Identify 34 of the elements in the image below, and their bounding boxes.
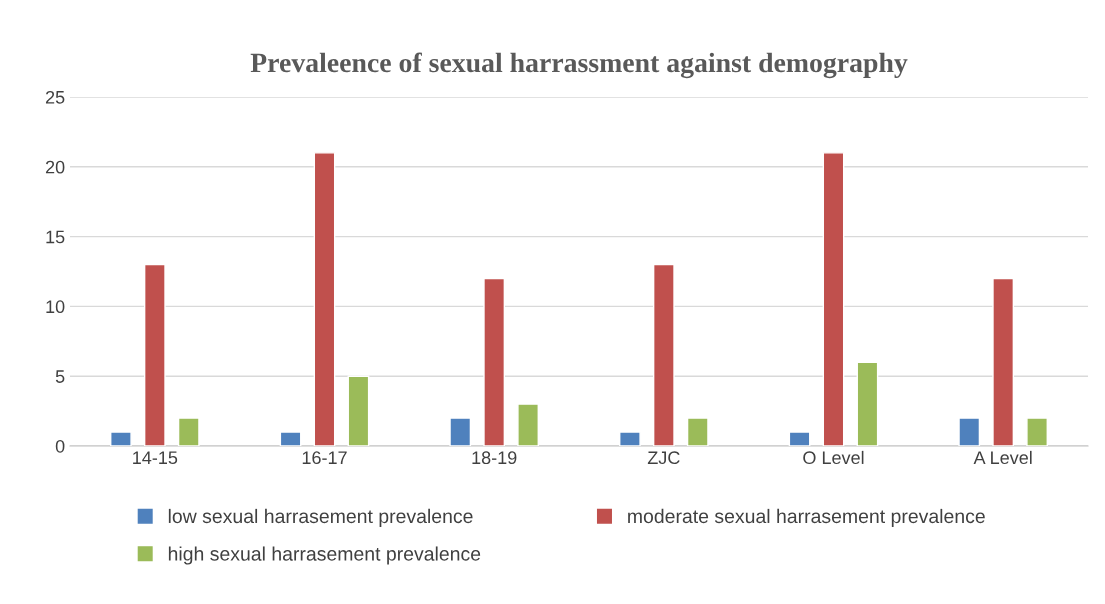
bar: [483, 277, 506, 446]
y-tick-label: 15: [46, 230, 65, 244]
y-tick-label: 10: [46, 300, 65, 314]
bar: [652, 263, 675, 446]
y-tick-label: 25: [45, 90, 65, 104]
x-tick-label: 18-19: [472, 451, 517, 465]
bar: [517, 403, 539, 446]
x-tick-label: A Level: [973, 450, 1032, 465]
bar: [347, 375, 370, 446]
bar: [313, 152, 336, 446]
bar: [110, 431, 132, 446]
bar: [279, 431, 302, 446]
bar: [992, 277, 1015, 446]
bar: [958, 417, 981, 446]
y-tick-label: 0: [55, 439, 65, 453]
x-tick-label: 16-17: [302, 451, 347, 465]
bar: [143, 263, 166, 446]
x-tick-label: O Level: [803, 450, 864, 465]
bar: [1026, 417, 1048, 446]
x-tick-label: ZJC: [647, 451, 680, 465]
bar: [856, 361, 879, 446]
bar: [686, 417, 709, 446]
chart-title: Prevaleence of sexual harrassment against demography: [250, 52, 908, 79]
x-tick-label: 14-15: [133, 451, 178, 465]
legend-label: low sexual harrasement prevalence: [168, 508, 473, 527]
legend-label: moderate sexual harrasement prevalence: [628, 508, 985, 527]
y-tick-label: 20: [45, 160, 65, 174]
bar: [177, 417, 200, 446]
y-tick-label: 5: [55, 370, 65, 383]
bar: [449, 417, 472, 446]
bar: [619, 431, 641, 446]
bar: [822, 152, 845, 446]
legend-label: high sexual harrasement prevalence: [168, 546, 481, 565]
bar: [788, 431, 811, 446]
